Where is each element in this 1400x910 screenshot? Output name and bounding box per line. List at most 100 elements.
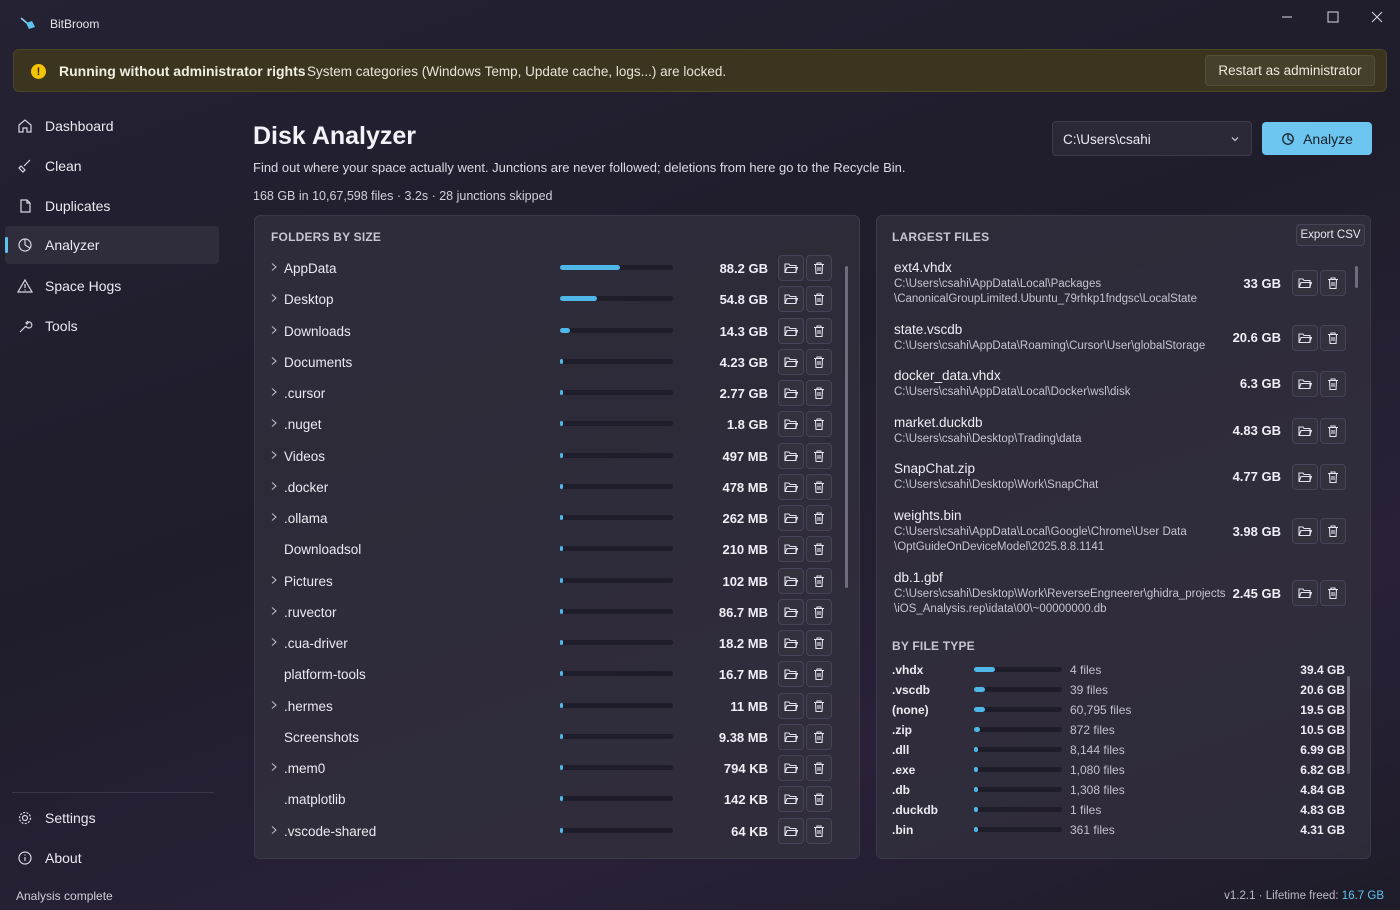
sidebar-item-clean[interactable]: Clean xyxy=(5,147,219,185)
open-folder-button[interactable] xyxy=(778,473,804,500)
path-dropdown[interactable]: C:\Users\csahi xyxy=(1052,121,1252,156)
minimize-button[interactable] xyxy=(1264,0,1310,34)
restart-as-admin-button[interactable]: Restart as administrator xyxy=(1205,55,1375,86)
open-folder-button[interactable] xyxy=(778,505,804,531)
delete-button[interactable] xyxy=(806,348,832,375)
delete-button[interactable] xyxy=(806,723,832,750)
largest-file-row[interactable]: SnapChat.zip C:\Users\csahi\Desktop\Work\… xyxy=(877,461,1357,511)
open-folder-button[interactable] xyxy=(778,567,804,594)
chevron-right-icon[interactable] xyxy=(270,356,278,366)
export-csv-button[interactable]: Export CSV xyxy=(1296,224,1365,246)
largest-file-row[interactable]: state.vscdb C:\Users\csahi\AppData\Roamin… xyxy=(877,322,1357,372)
open-folder-button[interactable] xyxy=(1292,580,1318,606)
chevron-right-icon[interactable] xyxy=(270,387,278,397)
chevron-right-icon[interactable] xyxy=(270,325,278,335)
folder-row[interactable]: .vscode-shared 64 KB xyxy=(255,816,845,847)
chevron-right-icon[interactable] xyxy=(270,762,278,772)
delete-button[interactable] xyxy=(1320,418,1346,444)
delete-button[interactable] xyxy=(1320,325,1346,351)
chevron-right-icon[interactable] xyxy=(270,293,278,303)
chevron-right-icon[interactable] xyxy=(270,512,278,522)
folder-row[interactable]: Desktop 54.8 GB xyxy=(255,284,845,315)
delete-button[interactable] xyxy=(806,473,832,500)
open-folder-button[interactable] xyxy=(778,598,804,625)
open-folder-button[interactable] xyxy=(778,755,804,781)
folder-row[interactable]: .mem0 794 KB xyxy=(255,753,845,784)
delete-button[interactable] xyxy=(806,661,832,688)
open-folder-button[interactable] xyxy=(778,348,804,375)
sidebar-item-about[interactable]: About xyxy=(5,839,219,877)
folders-scrollbar[interactable] xyxy=(845,266,848,588)
delete-button[interactable] xyxy=(806,630,832,656)
folder-row[interactable]: .hermes 11 MB xyxy=(255,691,845,722)
delete-button[interactable] xyxy=(1320,580,1346,606)
folder-row[interactable]: platform-tools 16.7 MB xyxy=(255,659,845,690)
chevron-right-icon[interactable] xyxy=(270,450,278,460)
delete-button[interactable] xyxy=(806,411,832,438)
open-folder-button[interactable] xyxy=(1292,270,1318,296)
open-folder-button[interactable] xyxy=(778,442,804,469)
folder-row[interactable]: Pictures 102 MB xyxy=(255,566,845,597)
folder-row[interactable]: .nuget 1.8 GB xyxy=(255,409,845,440)
largest-file-row[interactable]: market.duckdb C:\Users\csahi\Desktop\Trad… xyxy=(877,415,1357,465)
delete-button[interactable] xyxy=(806,536,832,563)
open-folder-button[interactable] xyxy=(778,255,804,281)
folder-row[interactable]: Downloads 14.3 GB xyxy=(255,316,845,347)
chevron-right-icon[interactable] xyxy=(270,481,278,491)
maximize-button[interactable] xyxy=(1310,0,1356,34)
open-folder-button[interactable] xyxy=(778,786,804,813)
sidebar-item-dashboard[interactable]: Dashboard xyxy=(5,107,219,145)
sidebar-item-settings[interactable]: Settings xyxy=(5,799,219,837)
sidebar-item-analyzer[interactable]: Analyzer xyxy=(5,226,219,264)
folder-row[interactable]: Screenshots 9.38 MB xyxy=(255,722,845,753)
folder-row[interactable]: .ruvector 86.7 MB xyxy=(255,597,845,628)
largest-file-row[interactable]: db.1.gbf C:\Users\csahi\Desktop\Work\Reve… xyxy=(877,570,1357,620)
folder-row[interactable]: Downloadsol 210 MB xyxy=(255,534,845,565)
sidebar-item-duplicates[interactable]: Duplicates xyxy=(5,187,219,225)
delete-button[interactable] xyxy=(806,255,832,281)
chevron-right-icon[interactable] xyxy=(270,825,278,835)
delete-button[interactable] xyxy=(806,286,832,313)
chevron-right-icon[interactable] xyxy=(270,575,278,585)
folder-row[interactable]: .cursor 2.77 GB xyxy=(255,378,845,409)
delete-button[interactable] xyxy=(1320,464,1346,490)
delete-button[interactable] xyxy=(806,755,832,781)
open-folder-button[interactable] xyxy=(778,692,804,719)
open-folder-button[interactable] xyxy=(1292,464,1318,490)
delete-button[interactable] xyxy=(1320,371,1346,397)
largest-file-row[interactable]: docker_data.vhdx C:\Users\csahi\AppData\L… xyxy=(877,368,1357,418)
delete-button[interactable] xyxy=(806,317,832,344)
largest-file-row[interactable]: weights.bin C:\Users\csahi\AppData\Local\… xyxy=(877,508,1357,558)
file-type-scrollbar[interactable] xyxy=(1347,676,1350,774)
open-folder-button[interactable] xyxy=(778,411,804,438)
folder-row[interactable]: Videos 497 MB xyxy=(255,441,845,472)
open-folder-button[interactable] xyxy=(778,723,804,750)
folder-row[interactable]: .cua-driver 18.2 MB xyxy=(255,628,845,659)
open-folder-button[interactable] xyxy=(1292,371,1318,397)
analyze-button[interactable]: Analyze xyxy=(1262,122,1372,155)
delete-button[interactable] xyxy=(806,692,832,719)
folder-row[interactable]: .docker 478 MB xyxy=(255,472,845,503)
delete-button[interactable] xyxy=(806,505,832,531)
open-folder-button[interactable] xyxy=(778,380,804,406)
sidebar-item-space-hogs[interactable]: Space Hogs xyxy=(5,267,219,305)
open-folder-button[interactable] xyxy=(778,661,804,688)
open-folder-button[interactable] xyxy=(778,817,804,844)
chevron-right-icon[interactable] xyxy=(270,606,278,616)
chevron-right-icon[interactable] xyxy=(270,262,278,272)
delete-button[interactable] xyxy=(806,598,832,625)
delete-button[interactable] xyxy=(806,442,832,469)
close-button[interactable] xyxy=(1354,0,1400,34)
folder-row[interactable]: .matplotlib 142 KB xyxy=(255,784,845,815)
open-folder-button[interactable] xyxy=(778,630,804,656)
delete-button[interactable] xyxy=(806,567,832,594)
open-folder-button[interactable] xyxy=(778,536,804,563)
sidebar-item-tools[interactable]: Tools xyxy=(5,307,219,345)
delete-button[interactable] xyxy=(806,786,832,813)
chevron-right-icon[interactable] xyxy=(270,700,278,710)
open-folder-button[interactable] xyxy=(1292,418,1318,444)
folder-row[interactable]: .ollama 262 MB xyxy=(255,503,845,534)
folder-row[interactable]: AppData 88.2 GB xyxy=(255,253,845,284)
open-folder-button[interactable] xyxy=(1292,518,1318,544)
largest-file-row[interactable]: ext4.vhdx C:\Users\csahi\AppData\Local\Pa… xyxy=(877,260,1357,310)
